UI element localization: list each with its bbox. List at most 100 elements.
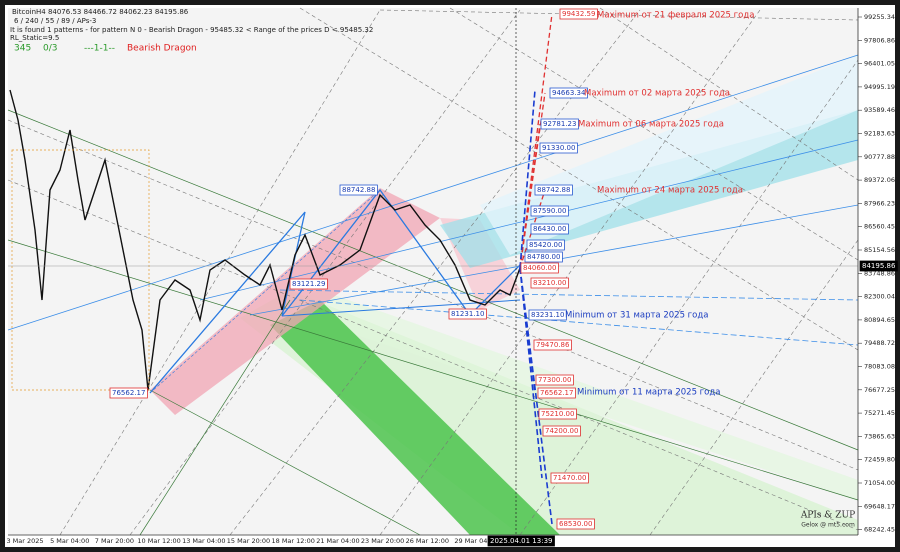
level: 83210.00: [533, 279, 566, 287]
price-label: 89372.06: [864, 176, 895, 184]
level-box: [530, 223, 569, 235]
price-label: 75271.45: [864, 409, 895, 417]
level: 74200.00: [545, 427, 578, 435]
price-label: 97806.86: [864, 36, 895, 44]
pattern-point: 76562.17: [112, 389, 145, 397]
price-label: 87966.23: [864, 199, 895, 207]
level-box: [538, 408, 577, 420]
current-time-box: [487, 535, 555, 547]
symbol-line: BitcoinH4 84076.53 84466.72 84062.23 841…: [12, 8, 189, 16]
price-label: 96401.05: [864, 60, 895, 68]
status-code: ---1-1--: [84, 44, 115, 54]
level: 77300.00: [538, 376, 571, 384]
price-label: 94995.19: [864, 83, 895, 91]
watermark-title: APIs & ZUP: [800, 511, 855, 521]
level: 87590.00: [533, 207, 566, 215]
level-box: [537, 387, 576, 399]
pattern-point-box: [289, 278, 328, 290]
pattern-point-box: [448, 308, 487, 320]
level-box: [530, 277, 569, 289]
time-label: 21 Mar 04:00: [316, 537, 359, 545]
pattern-point: 81231.10: [451, 310, 484, 318]
status-pattern: Bearish Dragon: [127, 44, 197, 54]
level: 84780.00: [527, 253, 560, 261]
level-box: [549, 87, 588, 99]
pattern-point-box: [339, 184, 378, 196]
time-label: 3 Mar 2025: [6, 537, 43, 545]
level: 86430.00: [533, 225, 566, 233]
annotation: Maximum от 06 марта 2025 года: [578, 120, 724, 130]
level: 94663.34: [552, 89, 586, 97]
pattern-info: It is found 1 patterns - for pattern N 0…: [10, 26, 373, 34]
pattern-point-box: [109, 387, 148, 399]
level: 85420.00: [529, 241, 562, 249]
level-box: [533, 339, 572, 351]
level-box: [524, 251, 563, 263]
price-label: 69648.17: [864, 502, 895, 510]
level: 84060.00: [523, 264, 556, 272]
level-box: [550, 472, 589, 484]
time-label: 26 Mar 12:00: [406, 537, 449, 545]
price-label: 86560.45: [864, 223, 895, 231]
current-price: 84195.86: [862, 262, 896, 270]
annotation: Minimum от 31 марта 2025 года: [565, 311, 708, 321]
level-box: [556, 518, 595, 530]
level-box: [535, 374, 574, 386]
price-label: 85154.56: [864, 246, 895, 254]
level: 88742.88: [537, 186, 570, 194]
level: 99432.59: [562, 10, 595, 18]
price-label: 78083.08: [864, 363, 895, 371]
price-label: 82300.04: [864, 293, 895, 301]
current-price-box: [859, 260, 898, 272]
price-label: 79488.72: [864, 339, 895, 347]
time-label: 18 Mar 12:00: [271, 537, 314, 545]
level-box: [542, 425, 581, 437]
time-label: 10 Mar 12:00: [137, 537, 180, 545]
price-label: 90777.88: [864, 153, 895, 161]
watermark-site: Gelox @ mt5.com: [801, 522, 855, 529]
level: 83231.10: [531, 311, 564, 319]
annotation: Minimum от 11 марта 2025 года: [577, 388, 720, 398]
level: 79470.86: [536, 341, 570, 349]
price-label: 68242.45: [864, 526, 895, 534]
pattern-point: 88742.88: [342, 186, 375, 194]
annotation: Maximum от 21 февраля 2025 года: [597, 11, 754, 21]
annotation: Maximum от 24 марта 2025 года: [597, 186, 743, 196]
level-box: [539, 142, 578, 154]
price-label: 76677.25: [864, 386, 895, 394]
price-label: 83748.86: [864, 269, 895, 277]
level-box: [530, 205, 569, 217]
time-label: 23 Mar 20:00: [361, 537, 404, 545]
rl-static: RL_Static=9.5: [10, 34, 59, 42]
level-box: [520, 262, 559, 274]
time-label: 15 Mar 20:00: [227, 537, 270, 545]
time-label: 7 Mar 20:00: [95, 537, 134, 545]
level: 75210.00: [541, 410, 574, 418]
price-label: 80894.65: [864, 316, 895, 324]
annotation: Maximum от 02 марта 2025 года: [584, 89, 730, 99]
price-label: 92183.63: [864, 130, 895, 138]
level-box: [540, 118, 579, 130]
level: 91330.00: [542, 144, 575, 152]
price-label: 73865.63: [864, 432, 895, 440]
params: 6 / 240 / 55 / 89 / APs-3: [14, 17, 96, 25]
level-box: [526, 239, 565, 251]
level-box: [534, 184, 573, 196]
time-label: 13 Mar 04:00: [182, 537, 225, 545]
price-label: 93589.46: [864, 106, 895, 114]
pattern-point: 83121.29: [292, 280, 325, 288]
level-box: [528, 309, 567, 321]
status-ratio: 0/3: [43, 44, 57, 54]
level: 76562.17: [540, 389, 573, 397]
price-label: 99255.34: [864, 13, 895, 21]
current-time: 2025.04.01 13:39: [490, 537, 552, 545]
level: 92781.23: [543, 120, 576, 128]
time-label: 5 Mar 04:00: [50, 537, 89, 545]
time-label: 29 Mar 04:: [454, 537, 489, 545]
level: 71470.00: [553, 474, 586, 482]
price-label: 72459.80: [864, 456, 895, 464]
level-box: [559, 8, 598, 20]
price-label: 71054.00: [864, 479, 895, 487]
level: 68530.00: [559, 520, 592, 528]
